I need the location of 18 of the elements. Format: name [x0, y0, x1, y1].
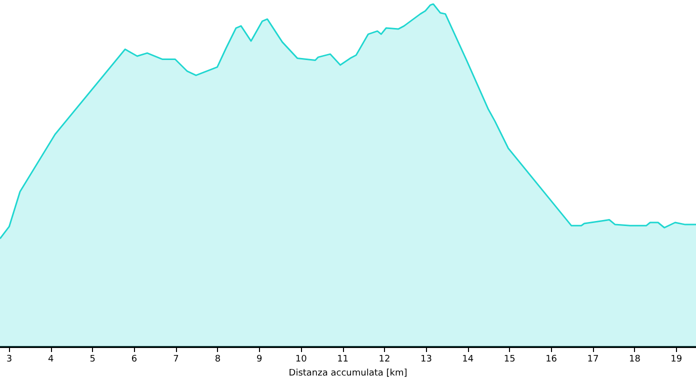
x-tick-label: 14	[462, 354, 474, 364]
x-tick-label: 12	[378, 354, 390, 364]
x-tick-label: 11	[337, 354, 349, 364]
x-tick-label: 17	[587, 354, 599, 364]
x-tick-label: 18	[628, 354, 641, 364]
x-tick-label: 5	[90, 354, 96, 364]
x-tick-label: 15	[504, 354, 516, 364]
x-tick-label: 3	[6, 354, 12, 364]
x-axis-title: Distanza accumulata [km]	[288, 368, 408, 378]
x-tick-label: 10	[295, 354, 308, 364]
x-tick-label: 7	[173, 354, 179, 364]
x-tick-label: 19	[670, 354, 682, 364]
x-tick-label: 9	[256, 354, 263, 364]
x-tick-label: 8	[214, 354, 221, 364]
x-tick-label: 4	[48, 354, 54, 364]
x-tick-label: 16	[546, 354, 558, 364]
x-tick-label: 6	[131, 354, 138, 364]
x-tick-label: 13	[420, 354, 432, 364]
